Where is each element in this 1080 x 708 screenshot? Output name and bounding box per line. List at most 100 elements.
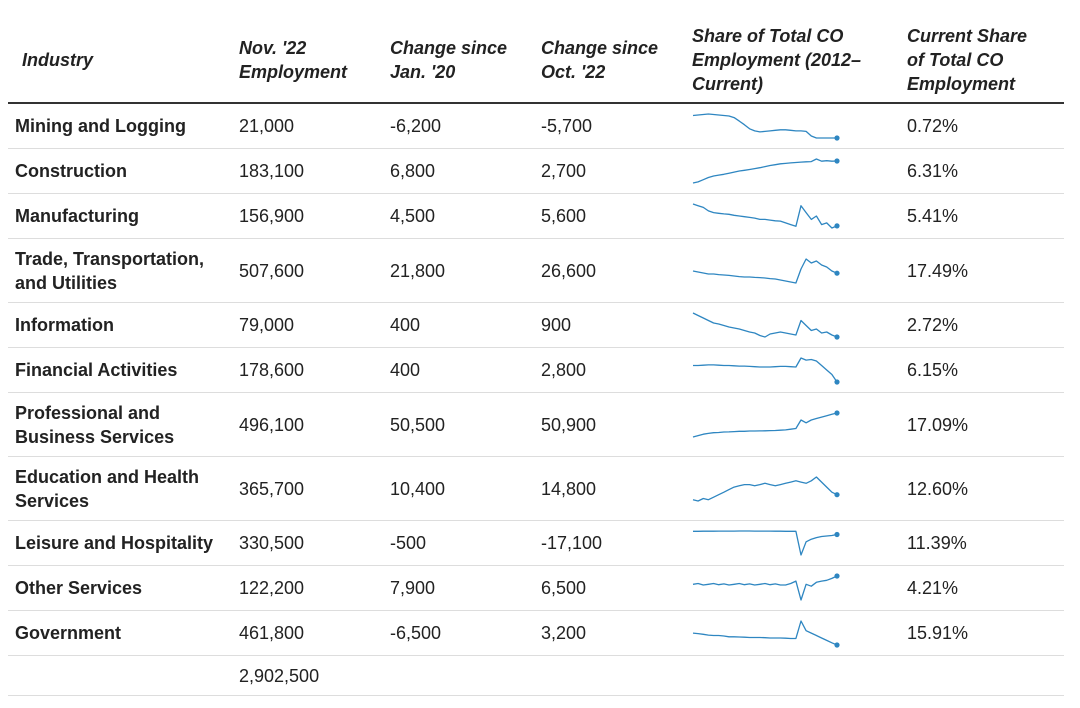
table-row-financial-activities: Financial Activities 178,600 400 2,800 6.15%: [8, 347, 1064, 393]
industry-name: Other Services: [8, 565, 233, 611]
total-empty-share: [901, 655, 1064, 696]
header-change-jan: Change since Jan. '20: [384, 18, 535, 104]
change-since-jan-value: 6,800: [384, 148, 535, 194]
total-empty-jan: [384, 655, 535, 696]
share-trend-sparkline: [692, 475, 840, 502]
change-since-jan-value: 4,500: [384, 193, 535, 239]
table-row-construction: Construction 183,100 6,800 2,700 6.31%: [8, 148, 1064, 194]
table-row-government: Government 461,800 -6,500 3,200 15.91%: [8, 610, 1064, 656]
industry-name: Education and Health Services: [8, 456, 233, 521]
sparkline-end-point: [834, 573, 840, 579]
employment-value: 122,200: [233, 565, 384, 611]
employment-value: 365,700: [233, 456, 384, 521]
sparkline-series: [692, 203, 838, 229]
share-trend-cell: [686, 520, 901, 566]
industry-name-line: Leisure and Hospitality: [15, 533, 214, 553]
industry-name-line: Professional and: [15, 402, 161, 423]
share-trend-sparkline: [692, 620, 840, 648]
current-share-value: 11.39%: [901, 520, 1064, 566]
header-line: Jan. '20: [390, 62, 456, 82]
current-share-value: 0.72%: [901, 103, 1064, 149]
table-body: Mining and Logging 21,000 -6,200 -5,700 0.72…: [8, 103, 1064, 696]
change-since-oct-value: 6,500: [535, 565, 686, 611]
sparkline-series: [693, 530, 838, 556]
industry-name-line: Construction: [15, 161, 127, 181]
header-line: Change since: [390, 38, 508, 58]
sparkline-series: [693, 357, 838, 383]
current-share-value: 5.41%: [901, 193, 1064, 239]
sparkline-end-point: [834, 334, 840, 340]
total-employment-value: 2,902,500: [233, 655, 384, 696]
industry-name-line: Government: [15, 623, 122, 643]
industry-name: Financial Activities: [8, 347, 233, 393]
share-trend-cell: [686, 347, 901, 393]
change-since-jan-value: -6,200: [384, 103, 535, 149]
current-share-value: 6.15%: [901, 347, 1064, 393]
employment-value: 507,600: [233, 238, 384, 303]
share-trend-sparkline: [692, 409, 840, 438]
sparkline-end-point: [834, 642, 840, 648]
total-empty-spark: [686, 655, 901, 696]
current-share-value: 6.31%: [901, 148, 1064, 194]
header-line: Change since: [541, 38, 659, 58]
employment-value: 21,000: [233, 103, 384, 149]
header-employment: Nov. '22 Employment: [233, 18, 384, 104]
header-line: Current): [692, 74, 763, 94]
share-trend-cell: [686, 103, 901, 149]
header-line: Industry: [22, 50, 94, 70]
change-since-oct-value: 50,900: [535, 392, 686, 457]
employment-value: 461,800: [233, 610, 384, 656]
change-since-oct-value: -17,100: [535, 520, 686, 566]
sparkline-series: [692, 475, 838, 502]
table-row-mining-and-logging: Mining and Logging 21,000 -6,200 -5,700 0.72…: [8, 103, 1064, 149]
table-row-education-and-health-services: Education and Health Services 365,700 10,40…: [8, 456, 1064, 521]
change-since-jan-value: 50,500: [384, 392, 535, 457]
employment-value: 330,500: [233, 520, 384, 566]
share-trend-sparkline: [692, 257, 840, 284]
current-share-value: 2.72%: [901, 302, 1064, 348]
industry-name-line: Manufacturing: [15, 206, 139, 226]
table-row-leisure-and-hospitality: Leisure and Hospitality 330,500 -500 -17,10…: [8, 520, 1064, 566]
sparkline-end-point: [834, 409, 840, 416]
industry-name-line: Business Services: [15, 426, 175, 447]
share-trend-sparkline: [692, 158, 840, 184]
header-industry: Industry: [8, 18, 233, 104]
change-since-oct-value: 14,800: [535, 456, 686, 521]
header-line: of Total CO: [907, 50, 1004, 70]
header-line: Oct. '22: [541, 62, 606, 82]
sparkline-series: [692, 620, 838, 646]
share-trend-sparkline: [692, 312, 840, 340]
industry-name: Mining and Logging: [8, 103, 233, 149]
change-since-oct-value: 900: [535, 302, 686, 348]
change-since-oct-value: 5,600: [535, 193, 686, 239]
employment-value: 79,000: [233, 302, 384, 348]
share-trend-sparkline: [693, 530, 840, 556]
header-row: Industry Nov. '22 Employment Change since…: [8, 18, 1064, 104]
total-empty-oct: [535, 655, 686, 696]
change-since-jan-value: 10,400: [384, 456, 535, 521]
change-since-jan-value: -500: [384, 520, 535, 566]
table-row-other-services: Other Services 122,200 7,900 6,500 4.21%: [8, 565, 1064, 611]
sparkline-end-point: [834, 223, 840, 229]
share-trend-sparkline: [692, 573, 840, 601]
share-trend-sparkline: [692, 113, 840, 141]
header-line: Nov. '22: [239, 38, 307, 58]
sparkline-series: [692, 158, 838, 184]
header-share-trend: Share of Total CO Employment (2012– Curren…: [686, 18, 901, 104]
header-current-share: Current Share of Total CO Employment: [901, 18, 1064, 104]
change-since-oct-value: 2,700: [535, 148, 686, 194]
employment-value: 156,900: [233, 193, 384, 239]
employment-value: 178,600: [233, 347, 384, 393]
change-since-oct-value: -5,700: [535, 103, 686, 149]
change-since-oct-value: 26,600: [535, 238, 686, 303]
industry-name: Construction: [8, 148, 233, 194]
share-trend-sparkline: [692, 203, 840, 229]
industry-name-line: Trade, Transportation,: [15, 248, 205, 269]
sparkline-end-point: [834, 379, 840, 385]
header-line: Employment: [907, 74, 1016, 94]
industry-employment-table: Industry Nov. '22 Employment Change since…: [8, 18, 1064, 696]
sparkline-series: [692, 113, 837, 139]
current-share-value: 12.60%: [901, 456, 1064, 521]
header-change-oct: Change since Oct. '22: [535, 18, 686, 104]
